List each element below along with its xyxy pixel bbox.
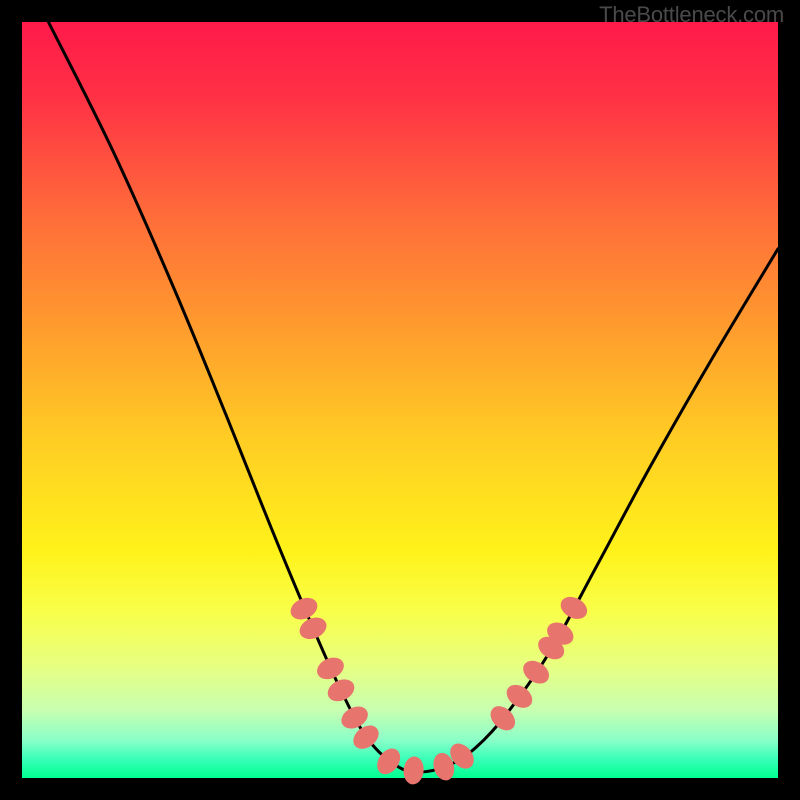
plot-area xyxy=(22,22,778,778)
chart-frame: TheBottleneck.com xyxy=(0,0,800,800)
chart-svg xyxy=(0,0,800,800)
watermark-text: TheBottleneck.com xyxy=(599,2,784,28)
